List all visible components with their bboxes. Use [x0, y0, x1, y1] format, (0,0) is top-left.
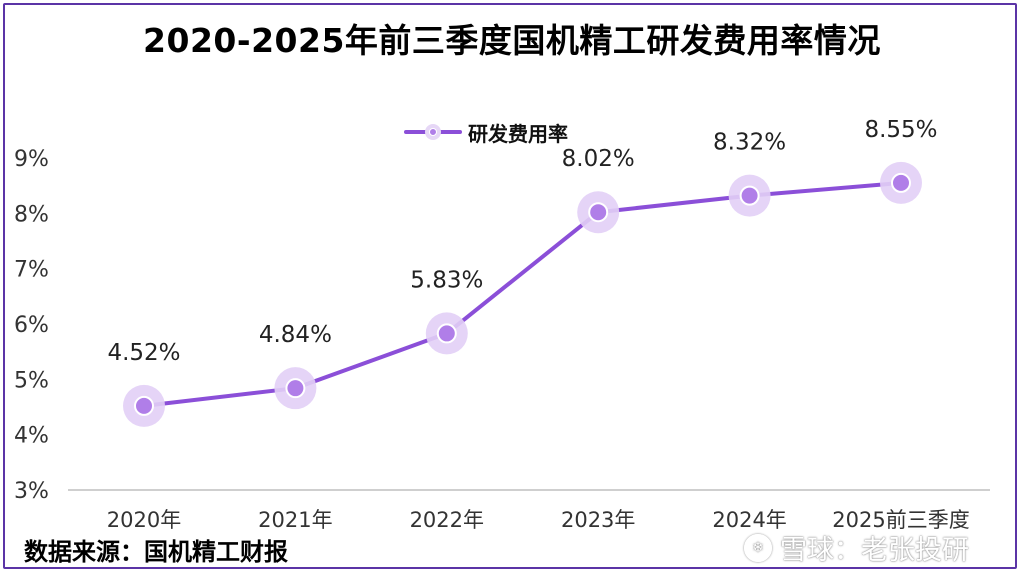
watermark: ❄ 雪球：老张投研	[744, 528, 969, 567]
data-point	[891, 172, 911, 193]
legend-marker-icon	[425, 124, 441, 140]
data-point	[134, 395, 154, 416]
data-point	[285, 378, 306, 399]
y-tick-label: 9%	[14, 147, 49, 172]
data-label: 8.32%	[713, 130, 786, 156]
y-tick-label: 8%	[14, 202, 49, 227]
chart-title: 2020-2025年前三季度国机精工研发费用率情况	[143, 21, 881, 60]
data-point	[588, 202, 609, 223]
x-tick-label: 2024年	[712, 508, 786, 532]
y-tick-label: 6%	[14, 313, 49, 338]
data-label: 8.55%	[864, 117, 937, 143]
chart-frame	[3, 3, 1017, 569]
data-point	[739, 185, 760, 206]
x-tick-label: 2020年	[107, 508, 181, 532]
data-label: 8.02%	[562, 146, 635, 172]
data-label: 4.52%	[107, 340, 180, 366]
x-tick-label: 2022年	[410, 508, 484, 532]
legend-line-swatch	[404, 124, 462, 140]
watermark-logo-icon: ❄	[744, 533, 772, 562]
x-tick-label: 2021年	[258, 508, 332, 532]
series-line	[143, 180, 902, 408]
data-label: 4.84%	[259, 322, 332, 348]
x-tick-label: 2025前三季度	[832, 508, 969, 532]
legend-label: 研发费用率	[468, 121, 568, 146]
y-tick-label: 5%	[14, 368, 49, 393]
watermark-text: 雪球：老张投研	[780, 535, 969, 566]
data-label: 5.83%	[410, 267, 483, 293]
y-tick-label: 4%	[14, 424, 49, 449]
legend: 研发费用率	[404, 118, 568, 146]
data-source-note: 数据来源：国机精工财报	[24, 538, 288, 566]
data-point	[436, 323, 457, 344]
y-tick-label: 3%	[14, 479, 49, 504]
x-tick-label: 2023年	[561, 508, 635, 532]
y-tick-label: 7%	[14, 258, 49, 283]
